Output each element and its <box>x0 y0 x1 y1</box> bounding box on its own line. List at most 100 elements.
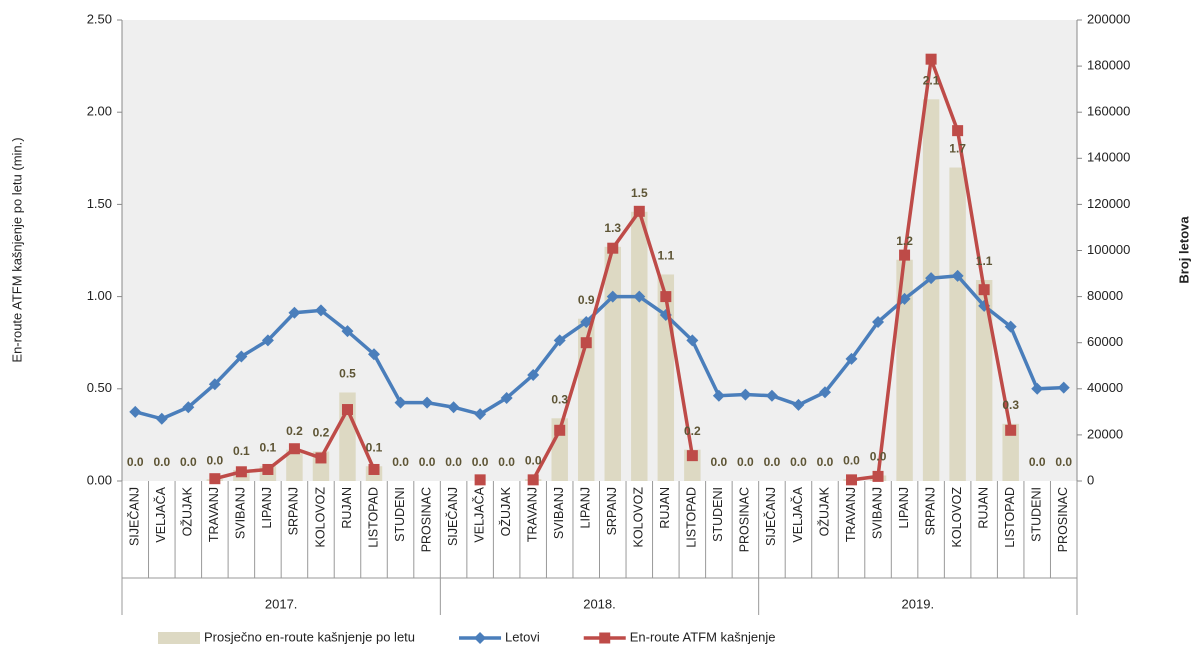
y2-tick-label: 140000 <box>1087 150 1130 165</box>
data-label: 0.0 <box>419 455 436 469</box>
data-label: 2.1 <box>923 73 940 87</box>
marker <box>607 242 619 254</box>
marker <box>898 292 911 305</box>
legend-swatch <box>158 632 200 644</box>
x-tick-label: STUDENI <box>711 487 725 542</box>
data-label: 0.3 <box>1002 398 1019 412</box>
data-label: 0.9 <box>578 293 595 307</box>
bar <box>604 246 621 481</box>
group-label: 2017. <box>265 596 298 611</box>
x-tick-label: TRAVANJ <box>525 487 539 542</box>
marker <box>209 473 221 485</box>
data-label: 0.2 <box>286 424 303 438</box>
x-tick-label: PROSINAC <box>419 487 433 552</box>
marker <box>235 466 247 478</box>
bar <box>922 99 940 482</box>
marker <box>553 334 566 347</box>
x-tick-label: SIJEČANJ <box>763 487 778 546</box>
marker <box>368 463 380 475</box>
bar <box>286 449 303 481</box>
marker <box>633 290 646 303</box>
marker <box>1005 424 1017 436</box>
data-label: 0.0 <box>498 455 515 469</box>
line <box>134 274 1064 421</box>
y-tick-label: 0.50 <box>87 380 112 395</box>
y-tick-label: 2.00 <box>87 104 112 119</box>
marker <box>341 404 353 416</box>
marker <box>527 474 539 486</box>
marker <box>474 408 487 421</box>
data-label: 1.1 <box>976 254 993 268</box>
group-label: 2019. <box>902 596 935 611</box>
marker <box>739 388 752 401</box>
x-tick-label: KOLOVOZ <box>313 487 327 548</box>
bar <box>896 259 913 481</box>
x-tick-label: STUDENI <box>1030 487 1044 542</box>
marker <box>500 392 513 405</box>
data-label: 0.0 <box>870 450 887 464</box>
x-tick-label: SIJEČANJ <box>127 487 142 546</box>
marker <box>872 315 885 328</box>
x-tick-label: LIPANJ <box>260 487 274 528</box>
marker <box>580 337 592 349</box>
marker <box>288 443 300 455</box>
x-tick-label: OŽUJAK <box>180 486 195 536</box>
marker <box>818 386 831 399</box>
x-tick-label: SRPANJ <box>923 487 937 535</box>
data-label: 0.0 <box>127 455 144 469</box>
y2-tick-label: 160000 <box>1087 104 1130 119</box>
x-tick-label: OŽUJAK <box>498 486 513 536</box>
data-label: 0.0 <box>392 455 409 469</box>
x-tick-label: SIJEČANJ <box>445 487 460 546</box>
marker <box>288 306 301 319</box>
x-tick-label: LISTOPAD <box>685 487 699 548</box>
x-tick-label: LISTOPAD <box>366 487 380 548</box>
x-tick-label: STUDENI <box>393 487 407 542</box>
x-tick-label: SVIBANJ <box>234 487 248 539</box>
x-tick-label: TRAVANJ <box>207 487 221 542</box>
marker <box>314 304 327 317</box>
marker <box>182 401 195 414</box>
x-tick-label: VELJAČA <box>790 486 805 542</box>
marker <box>262 463 274 475</box>
legend-label: Letovi <box>505 629 540 644</box>
marker <box>951 269 964 282</box>
marker <box>845 352 858 365</box>
marker <box>765 389 778 402</box>
y2-tick-label: 60000 <box>1087 334 1123 349</box>
y2-tick-label: 180000 <box>1087 58 1130 73</box>
y-tick-label: 0.00 <box>87 472 112 487</box>
x-tick-label: PROSINAC <box>738 487 752 552</box>
legend-label: Prosječno en-route kašnjenje po letu <box>204 629 415 644</box>
data-label: 0.0 <box>525 453 542 467</box>
x-tick-label: VELJAČA <box>153 486 168 542</box>
marker <box>606 290 619 303</box>
data-label: 1.3 <box>604 221 621 235</box>
marker <box>1057 381 1070 394</box>
marker <box>235 350 248 363</box>
marker <box>660 291 672 303</box>
data-label: 0.0 <box>843 453 860 467</box>
bar <box>949 167 966 481</box>
data-label: 0.0 <box>153 455 170 469</box>
y-tick-label: 2.50 <box>87 11 112 26</box>
y2-tick-label: 20000 <box>1087 426 1123 441</box>
data-label: 1.7 <box>949 142 966 156</box>
group-label: 2018. <box>583 596 616 611</box>
x-tick-label: TRAVANJ <box>844 487 858 542</box>
marker <box>952 125 964 137</box>
x-tick-label: OŽUJAK <box>816 486 831 536</box>
data-label: 1.1 <box>657 249 674 263</box>
x-tick-label: SVIBANJ <box>552 487 566 539</box>
marker <box>261 334 274 347</box>
marker <box>315 452 327 464</box>
marker <box>1004 320 1017 333</box>
bar <box>975 280 993 481</box>
marker <box>368 348 381 361</box>
marker <box>580 315 593 328</box>
marker <box>712 389 725 402</box>
x-tick-label: VELJAČA <box>471 486 486 542</box>
x-tick-label: SRPANJ <box>605 487 619 535</box>
x-tick-label: SVIBANJ <box>870 487 884 539</box>
data-label: 0.0 <box>790 455 807 469</box>
